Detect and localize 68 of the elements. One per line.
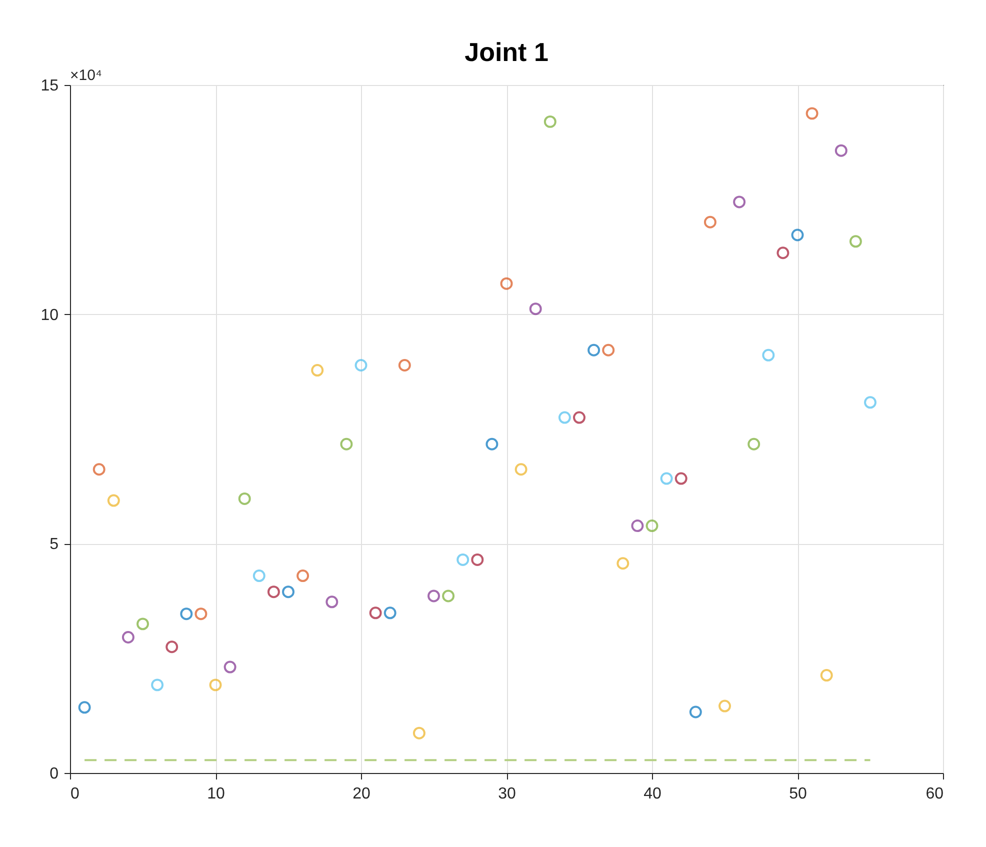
x-tick-label: 10: [207, 786, 225, 802]
point: [311, 364, 324, 377]
point: [762, 348, 775, 362]
point: [194, 608, 208, 620]
point: [92, 463, 106, 476]
point: [296, 570, 310, 582]
x-tick-label: 20: [352, 786, 370, 802]
point: [122, 631, 134, 644]
point: [500, 277, 513, 290]
point: [326, 596, 338, 608]
point: [748, 438, 760, 450]
point: [704, 216, 716, 228]
point: [660, 472, 673, 485]
point: [398, 359, 411, 372]
y-tick-label: 0: [50, 766, 59, 782]
point: [616, 557, 630, 570]
point: [107, 494, 120, 507]
point: [282, 586, 294, 598]
point: [384, 606, 396, 620]
point: [442, 590, 455, 602]
point: [544, 115, 556, 128]
point: [689, 706, 702, 718]
point: [456, 553, 470, 566]
point: [849, 235, 862, 248]
x-tick-label: 30: [498, 786, 516, 802]
point: [529, 302, 542, 316]
point: [718, 700, 731, 712]
x-tick-label: 0: [70, 786, 80, 802]
point: [238, 492, 251, 505]
point: [166, 640, 178, 654]
point: [412, 726, 426, 740]
point: [573, 411, 586, 424]
point: [558, 411, 571, 424]
point: [252, 570, 266, 582]
y-tick-label: 15: [40, 78, 59, 94]
point: [354, 359, 368, 372]
x-tick-label: 60: [926, 786, 944, 802]
point: [369, 606, 382, 620]
point: [428, 590, 440, 602]
point: [834, 144, 848, 157]
point: [806, 107, 818, 120]
point: [180, 608, 193, 620]
text: ×10⁴: [70, 67, 102, 84]
point: [514, 463, 528, 476]
y-tick-label: 5: [50, 536, 59, 554]
point: [602, 344, 615, 356]
point: [136, 618, 149, 630]
point: [776, 246, 790, 260]
chart-title: Joint 1: [464, 37, 548, 67]
point: [151, 678, 164, 692]
point: [340, 438, 353, 450]
point: [209, 678, 222, 692]
x-tick-label: 40: [644, 786, 662, 802]
point: [674, 472, 688, 485]
point: [588, 344, 600, 356]
point: [791, 228, 804, 242]
point: [224, 660, 236, 674]
point: [646, 520, 658, 532]
point: [864, 396, 876, 409]
point: [486, 438, 498, 450]
point: [820, 669, 833, 682]
point: [471, 553, 484, 566]
point: [267, 586, 280, 598]
point: [78, 701, 91, 714]
point: [631, 520, 644, 532]
x-tick-label: 50: [789, 786, 807, 802]
point: [733, 196, 746, 208]
y-tick-label: 10: [40, 306, 59, 324]
